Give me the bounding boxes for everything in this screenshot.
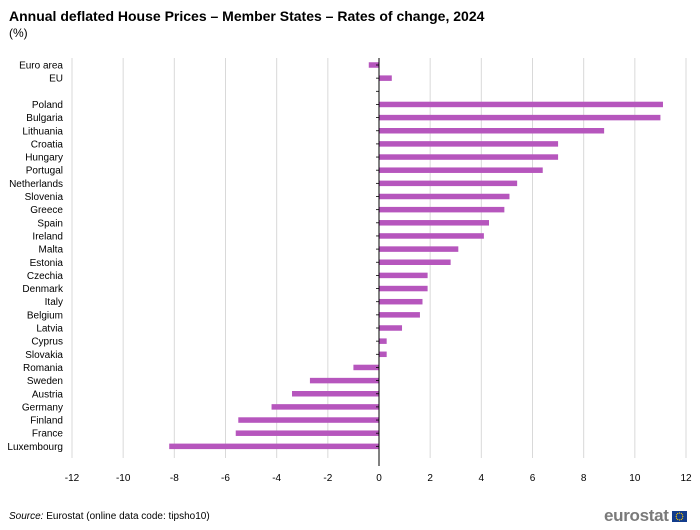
category-label: Greece	[30, 205, 63, 216]
bar	[379, 180, 518, 187]
bar	[235, 430, 379, 436]
x-tick-label: -6	[221, 473, 230, 484]
x-tick-label: -10	[116, 473, 131, 484]
category-label: Czechia	[27, 271, 64, 282]
eu-flag-icon	[671, 510, 687, 522]
x-tick-label: 2	[427, 473, 433, 484]
bar	[309, 377, 379, 384]
x-tick-label: 4	[479, 473, 485, 484]
eurostat-logo: eurostat	[604, 506, 687, 526]
category-label: Latvia	[36, 324, 63, 335]
bar	[379, 285, 428, 292]
category-label: Portugal	[26, 166, 63, 177]
x-tick-label: -12	[65, 473, 80, 484]
bar	[379, 193, 510, 200]
category-label: Finland	[30, 416, 63, 427]
category-label: Slovenia	[25, 192, 64, 203]
category-label: Croatia	[31, 139, 64, 150]
bar	[379, 154, 559, 160]
bar	[379, 101, 663, 108]
bar	[271, 404, 379, 410]
category-label: Cyprus	[31, 337, 63, 348]
bar-chart: -12 -10 -8 -6 -4 -2 0 2 4 6 8 10 12 Euro area EU Poland…	[7, 58, 692, 484]
bar	[379, 114, 661, 121]
category-label: Euro area	[19, 61, 63, 72]
bar	[379, 338, 387, 344]
x-tick-label: -2	[323, 473, 332, 484]
category-label: Italy	[45, 297, 63, 308]
x-tick-label: 12	[680, 473, 692, 484]
category-label: Malta	[39, 245, 64, 256]
category-label: Denmark	[22, 284, 64, 295]
x-tick-label: 10	[629, 473, 641, 484]
source-text: Eurostat (online data code: tipsho10)	[46, 511, 210, 522]
bar	[379, 312, 420, 318]
bar	[368, 62, 379, 68]
category-label: France	[32, 429, 64, 440]
category-label: Ireland	[32, 231, 63, 242]
bar	[379, 75, 392, 81]
chart-title: Annual deflated House Prices – Member St…	[9, 8, 485, 24]
bar	[379, 167, 543, 173]
category-label: Germany	[22, 402, 63, 413]
category-label: EU	[49, 74, 63, 85]
category-label: Luxembourg	[7, 442, 63, 453]
chart-subtitle: (%)	[9, 26, 28, 40]
bar	[379, 259, 451, 265]
bar	[379, 351, 387, 358]
bar	[379, 325, 403, 331]
category-label: Spain	[37, 218, 63, 229]
bar	[379, 272, 428, 279]
source-note: Source: Eurostat (online data code: tips…	[9, 511, 210, 522]
category-label: Estonia	[30, 258, 64, 269]
bar	[379, 246, 459, 252]
bar	[169, 443, 379, 450]
bar	[379, 220, 490, 226]
category-label: Lithuania	[22, 126, 63, 137]
bar	[238, 417, 379, 423]
x-tick-label: -4	[272, 473, 281, 484]
x-tick-label: 8	[581, 473, 587, 484]
bar	[379, 298, 423, 305]
category-label: Austria	[32, 389, 64, 400]
bar	[353, 364, 379, 371]
category-label: Belgium	[27, 310, 63, 321]
x-tick-label: 0	[376, 473, 382, 484]
x-tick-label: -8	[170, 473, 179, 484]
bar	[379, 206, 505, 213]
bar	[379, 233, 484, 239]
category-label: Netherlands	[9, 179, 63, 190]
category-label: Hungary	[25, 153, 63, 164]
logo-text: eurostat	[604, 506, 669, 525]
bar	[292, 391, 379, 397]
category-label: Poland	[32, 100, 63, 111]
category-label: Romania	[23, 363, 63, 374]
bar	[379, 128, 605, 134]
source-label: Source:	[9, 511, 44, 522]
category-label: Bulgaria	[26, 113, 63, 124]
category-label: Slovakia	[25, 350, 63, 361]
category-label: Sweden	[27, 376, 63, 387]
x-tick-label: 6	[530, 473, 536, 484]
bar	[379, 141, 559, 147]
